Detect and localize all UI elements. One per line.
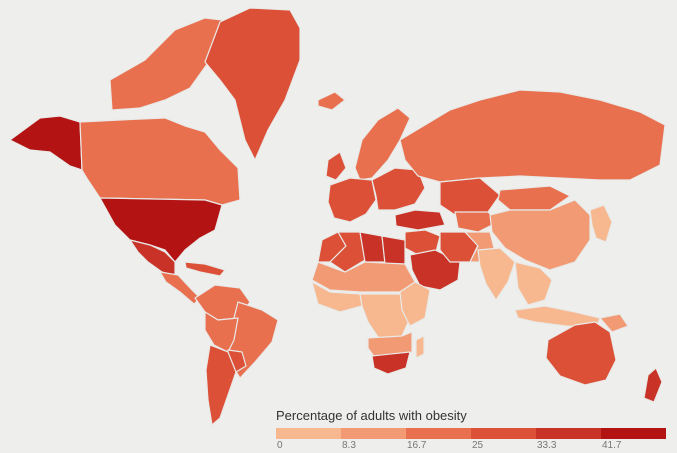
region-southeast-asia[interactable] xyxy=(514,261,553,306)
region-china[interactable] xyxy=(489,199,591,271)
legend-tick: 8.3 xyxy=(342,440,356,451)
legend-swatch-2 xyxy=(406,428,471,439)
region-central-asia[interactable] xyxy=(454,211,499,233)
legend-tick: 0 xyxy=(277,440,283,451)
region-canada[interactable] xyxy=(79,117,241,206)
legend-swatch-5 xyxy=(601,428,666,439)
region-turkey[interactable] xyxy=(394,209,446,231)
region-uk-ireland[interactable] xyxy=(325,151,347,181)
region-papua-new-guinea[interactable] xyxy=(599,313,629,333)
region-central-america[interactable] xyxy=(159,271,201,305)
region-madagascar[interactable] xyxy=(415,335,425,359)
region-korea-japan[interactable] xyxy=(589,204,613,243)
legend: Percentage of adults with obesity 0 8.3 … xyxy=(276,408,666,453)
region-egypt[interactable] xyxy=(381,235,406,265)
region-india[interactable] xyxy=(477,247,516,301)
legend-title: Percentage of adults with obesity xyxy=(276,408,467,423)
legend-tick: 16.7 xyxy=(407,440,427,451)
legend-tick-labels: 0 8.3 16.7 25 33.3 41.7 xyxy=(276,439,666,453)
legend-swatch-3 xyxy=(471,428,536,439)
region-new-zealand[interactable] xyxy=(643,367,663,403)
region-iceland[interactable] xyxy=(317,91,346,111)
region-canadian-arctic-islands[interactable] xyxy=(109,17,223,111)
legend-swatch-0 xyxy=(276,428,341,439)
region-greenland[interactable] xyxy=(204,7,301,161)
region-united-states[interactable] xyxy=(99,197,223,263)
legend-tick: 33.3 xyxy=(537,440,557,451)
region-sahel[interactable] xyxy=(311,261,416,293)
region-south-africa[interactable] xyxy=(371,351,411,375)
region-libya[interactable] xyxy=(359,231,386,263)
region-peru-bolivia[interactable] xyxy=(204,311,239,353)
legend-swatch-4 xyxy=(536,428,601,439)
region-russia[interactable] xyxy=(399,89,666,183)
region-alaska[interactable] xyxy=(9,115,83,171)
region-caribbean[interactable] xyxy=(184,261,226,277)
legend-tick: 25 xyxy=(472,440,484,451)
legend-swatch-1 xyxy=(341,428,406,439)
region-australia[interactable] xyxy=(545,321,617,386)
region-saudi-arabia[interactable] xyxy=(409,249,461,291)
region-eastern-europe[interactable] xyxy=(371,167,426,211)
region-argentina-chile[interactable] xyxy=(205,344,237,426)
legend-tick: 41.7 xyxy=(602,440,622,451)
region-east-africa[interactable] xyxy=(399,281,431,327)
region-western-europe[interactable] xyxy=(327,177,377,223)
region-kazakhstan[interactable] xyxy=(439,177,501,216)
legend-color-scale xyxy=(276,428,666,439)
